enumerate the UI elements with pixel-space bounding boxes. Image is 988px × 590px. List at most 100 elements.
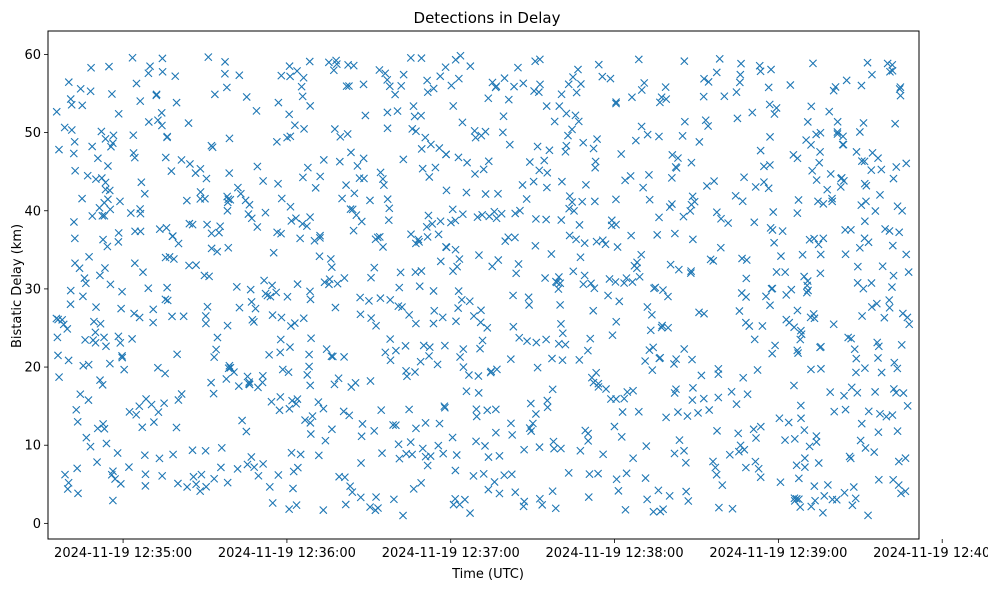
scatter-point	[101, 185, 110, 194]
scatter-point	[149, 318, 158, 327]
scatter-point	[220, 69, 229, 78]
scatter-point	[410, 112, 419, 121]
scatter-point	[494, 189, 502, 198]
scatter-point	[648, 366, 657, 375]
scatter-point	[585, 470, 594, 479]
scatter-point	[776, 478, 785, 487]
scatter-point	[183, 482, 192, 491]
scatter-point	[509, 291, 518, 300]
scatter-point	[278, 365, 287, 374]
y-tick-label: 40	[24, 204, 41, 219]
scatter-point	[395, 454, 404, 463]
scatter-point	[519, 502, 528, 511]
scatter-point	[581, 426, 590, 435]
scatter-point	[434, 230, 443, 239]
x-tick-label: 2024-11-19 12:35:00	[54, 546, 192, 561]
y-tick-label: 30	[24, 282, 41, 297]
scatter-point	[79, 361, 88, 370]
scatter-point	[474, 372, 483, 381]
scatter-point	[695, 308, 704, 317]
scatter-point	[716, 243, 725, 252]
scatter-point	[621, 176, 630, 185]
scatter-point	[63, 324, 72, 333]
scatter-point	[396, 268, 405, 277]
scatter-point	[429, 319, 438, 328]
scatter-point	[82, 433, 91, 442]
scatter-point	[417, 478, 426, 487]
scatter-point	[315, 252, 324, 261]
scatter-point	[665, 203, 674, 212]
scatter-point	[224, 364, 233, 373]
scatter-point	[753, 365, 762, 374]
scatter-point	[171, 72, 180, 81]
scatter-point	[428, 219, 437, 228]
scatter-point	[806, 365, 815, 374]
scatter-point	[781, 268, 790, 277]
scatter-point	[771, 341, 780, 350]
scatter-point	[285, 62, 294, 71]
scatter-point	[510, 233, 519, 242]
scatter-point	[894, 457, 903, 466]
scatter-point	[477, 131, 486, 140]
scatter-point	[756, 473, 765, 482]
scatter-point	[594, 379, 603, 388]
scatter-point	[155, 225, 164, 234]
scatter-point	[565, 231, 574, 240]
scatter-point	[827, 194, 836, 203]
scatter-point	[591, 163, 600, 172]
scatter-point	[241, 196, 250, 205]
scatter-point	[872, 299, 881, 308]
scatter-point	[581, 180, 590, 189]
scatter-point	[512, 269, 521, 278]
scatter-point	[69, 149, 78, 158]
scatter-point	[207, 141, 216, 150]
scatter-point	[72, 405, 81, 414]
scatter-point	[575, 220, 584, 229]
scatter-point	[76, 390, 85, 399]
scatter-point	[797, 414, 806, 423]
scatter-point	[800, 454, 809, 463]
scatter-point	[857, 201, 866, 210]
scatter-point	[486, 368, 495, 377]
scatter-point	[330, 125, 339, 134]
scatter-point	[394, 440, 403, 449]
scatter-point	[300, 124, 309, 133]
scatter-point	[247, 214, 256, 223]
scatter-point	[586, 334, 595, 343]
scatter-point	[384, 216, 393, 225]
scatter-point	[711, 463, 720, 472]
scatter-point	[92, 303, 101, 312]
scatter-point	[557, 90, 566, 99]
scatter-point	[758, 322, 767, 330]
scatter-point	[201, 446, 210, 455]
scatter-point	[787, 285, 796, 294]
scatter-point	[163, 296, 172, 305]
scatter-point	[247, 297, 256, 306]
scatter-point	[406, 53, 415, 62]
scatter-point	[572, 88, 581, 97]
scatter-point	[572, 235, 581, 244]
scatter-point	[644, 170, 653, 179]
scatter-point	[583, 346, 592, 355]
scatter-point	[700, 309, 709, 318]
scatter-point	[836, 182, 845, 191]
scatter-point	[268, 499, 277, 507]
scatter-point	[853, 262, 862, 271]
scatter-point	[66, 286, 75, 295]
scatter-point	[477, 306, 485, 315]
scatter-point	[367, 273, 375, 282]
scatter-series	[52, 51, 914, 520]
scatter-point	[855, 243, 864, 252]
scatter-point	[95, 271, 104, 280]
scatter-point	[786, 81, 795, 90]
scatter-point	[64, 356, 73, 365]
scatter-point	[209, 389, 218, 398]
scatter-point	[399, 70, 408, 79]
scatter-point	[66, 95, 75, 104]
scatter-point	[140, 451, 149, 460]
scatter-point	[315, 233, 324, 242]
scatter-point	[518, 180, 527, 189]
scatter-point	[341, 500, 350, 509]
scatter-point	[734, 447, 743, 456]
scatter-point	[202, 482, 211, 491]
